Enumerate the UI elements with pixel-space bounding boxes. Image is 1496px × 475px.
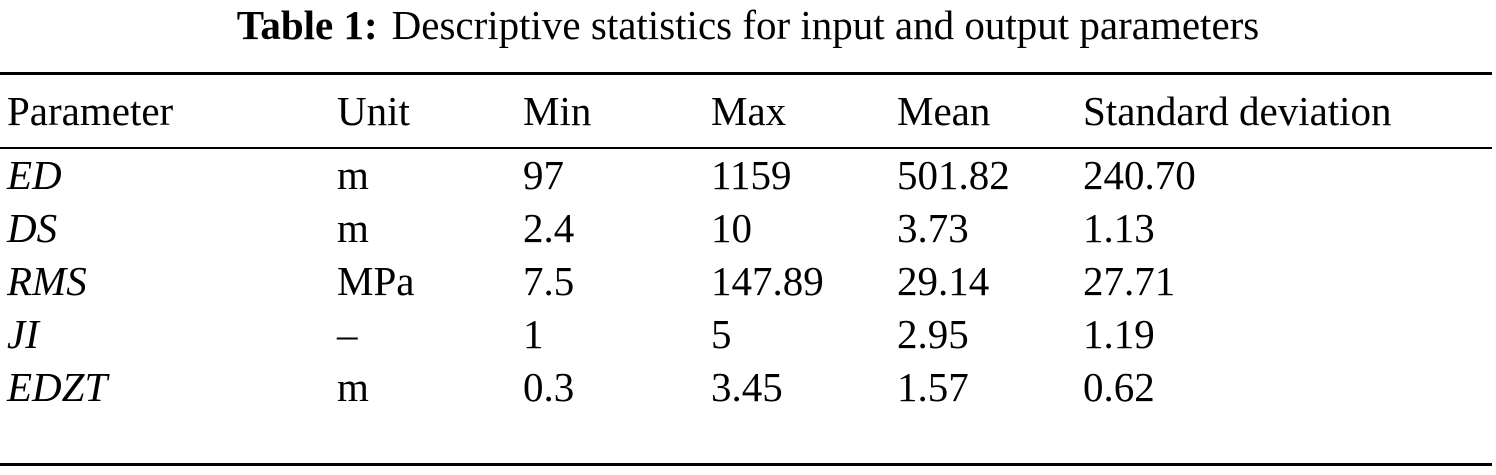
max-cell: 10	[711, 205, 752, 251]
header-max: Max	[711, 88, 787, 134]
header-standard-deviation: Standard deviation	[1083, 88, 1392, 134]
mean-cell: 3.73	[897, 205, 969, 251]
parameter-cell: DS	[7, 205, 58, 251]
min-cell: 1	[523, 311, 544, 357]
std-dev-cell: 240.70	[1083, 152, 1196, 198]
max-cell: 5	[711, 311, 732, 357]
parameter-cell: ED	[7, 152, 62, 198]
table-caption-label: Table 1:	[236, 2, 378, 48]
parameter-cell: EDZT	[7, 364, 108, 410]
table-row: RMS MPa 7.5 147.89 29.14 27.71	[0, 255, 1492, 308]
table-header-row: Parameter Unit Min Max Mean Standard dev…	[0, 75, 1492, 147]
table-caption-text: Descriptive statistics for input and out…	[391, 2, 1260, 48]
max-cell: 1159	[711, 152, 792, 198]
table-row: DS m 2.4 10 3.73 1.13	[0, 202, 1492, 255]
max-cell: 3.45	[711, 364, 783, 410]
header-min: Min	[523, 88, 592, 134]
std-dev-cell: 27.71	[1083, 258, 1176, 304]
header-mean: Mean	[897, 88, 991, 134]
table-bottom-rule	[0, 463, 1492, 466]
min-cell: 2.4	[523, 205, 575, 251]
parameter-cell: RMS	[7, 258, 87, 304]
unit-cell: MPa	[337, 258, 415, 304]
statistics-table: Parameter Unit Min Max Mean Standard dev…	[0, 75, 1492, 410]
table-row: JI – 1 5 2.95 1.19	[0, 308, 1492, 361]
min-cell: 7.5	[523, 258, 575, 304]
unit-cell: m	[337, 152, 369, 198]
table-caption: Table 1: Descriptive statistics for input…	[0, 0, 1496, 49]
table-header-rule	[0, 147, 1492, 149]
min-cell: 97	[523, 152, 564, 198]
unit-cell: m	[337, 364, 369, 410]
mean-cell: 1.57	[897, 364, 969, 410]
table-top-rule	[0, 72, 1492, 75]
header-unit: Unit	[337, 88, 410, 134]
mean-cell: 501.82	[897, 152, 1010, 198]
table-row: EDZT m 0.3 3.45 1.57 0.62	[0, 361, 1492, 414]
std-dev-cell: 0.62	[1083, 364, 1155, 410]
min-cell: 0.3	[523, 364, 575, 410]
header-parameter: Parameter	[7, 88, 174, 134]
unit-cell: m	[337, 205, 369, 251]
max-cell: 147.89	[711, 258, 824, 304]
table-body: ED m 97 1159 501.82 240.70 DS m 2.4 10 3…	[0, 149, 1492, 414]
unit-cell: –	[337, 311, 358, 357]
mean-cell: 29.14	[897, 258, 990, 304]
table-row: ED m 97 1159 501.82 240.70	[0, 149, 1492, 202]
parameter-cell: JI	[7, 311, 39, 357]
std-dev-cell: 1.19	[1083, 311, 1155, 357]
mean-cell: 2.95	[897, 311, 969, 357]
std-dev-cell: 1.13	[1083, 205, 1155, 251]
